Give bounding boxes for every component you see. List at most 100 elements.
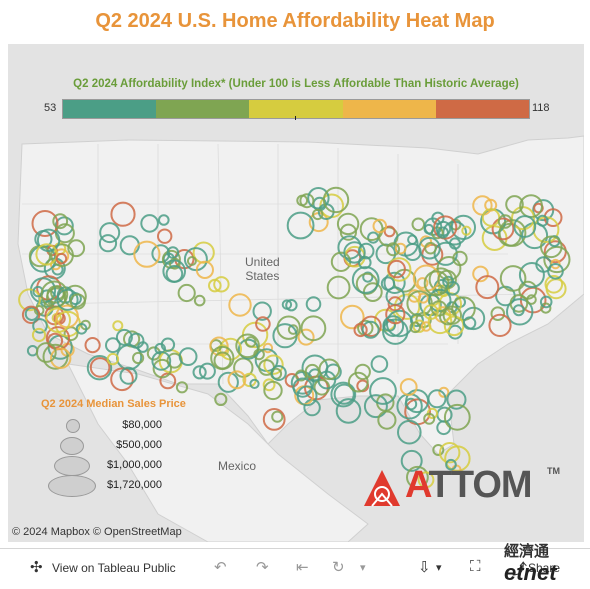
market-marker[interactable] (160, 337, 176, 352)
market-marker[interactable] (540, 235, 563, 259)
market-marker[interactable] (193, 294, 206, 307)
market-marker[interactable] (137, 341, 149, 353)
market-marker[interactable] (354, 363, 371, 381)
market-marker[interactable] (509, 294, 529, 313)
market-marker[interactable] (307, 187, 330, 210)
market-marker[interactable] (416, 277, 429, 289)
market-marker[interactable] (372, 218, 388, 234)
market-marker[interactable] (452, 250, 468, 267)
market-marker[interactable] (168, 257, 181, 270)
market-marker[interactable] (195, 260, 214, 279)
market-marker[interactable] (439, 307, 457, 326)
market-marker[interactable] (262, 408, 286, 431)
market-marker[interactable] (445, 458, 457, 471)
market-marker[interactable] (357, 242, 375, 260)
market-marker[interactable] (343, 241, 366, 264)
market-marker[interactable] (112, 320, 124, 332)
market-marker[interactable] (35, 342, 57, 363)
market-marker[interactable] (461, 306, 486, 331)
market-marker[interactable] (400, 449, 423, 472)
market-marker[interactable] (69, 293, 86, 310)
market-marker[interactable] (255, 316, 271, 332)
market-marker[interactable] (89, 357, 111, 378)
market-marker[interactable] (300, 315, 327, 342)
market-marker[interactable] (550, 258, 561, 270)
market-marker[interactable] (361, 320, 380, 339)
market-marker[interactable] (423, 304, 439, 320)
market-marker[interactable] (451, 296, 476, 322)
market-marker[interactable] (276, 315, 301, 340)
market-marker[interactable] (290, 371, 315, 395)
market-marker[interactable] (31, 210, 59, 237)
market-marker[interactable] (317, 370, 337, 390)
market-marker[interactable] (56, 288, 79, 311)
market-marker[interactable] (462, 316, 477, 330)
market-marker[interactable] (436, 226, 449, 239)
market-marker[interactable] (355, 272, 378, 295)
market-marker[interactable] (443, 403, 471, 431)
market-marker[interactable] (387, 296, 403, 312)
market-marker[interactable] (152, 358, 173, 379)
market-marker[interactable] (214, 392, 228, 406)
market-marker[interactable] (305, 296, 322, 312)
market-marker[interactable] (445, 281, 460, 296)
market-marker[interactable] (499, 265, 527, 292)
market-marker[interactable] (488, 313, 512, 337)
market-marker[interactable] (362, 271, 374, 283)
market-marker[interactable] (115, 328, 133, 346)
market-marker[interactable] (543, 245, 571, 274)
market-marker[interactable] (18, 288, 41, 312)
market-marker[interactable] (397, 419, 422, 445)
market-marker[interactable] (505, 195, 524, 214)
market-marker[interactable] (491, 217, 515, 241)
market-marker[interactable] (435, 220, 452, 237)
market-marker[interactable] (52, 213, 69, 230)
market-marker[interactable] (216, 344, 230, 357)
market-marker[interactable] (423, 412, 436, 425)
market-marker[interactable] (270, 365, 287, 381)
market-marker[interactable] (339, 223, 357, 241)
market-marker[interactable] (140, 214, 159, 233)
market-marker[interactable] (296, 194, 309, 207)
market-marker[interactable] (526, 294, 537, 305)
market-marker[interactable] (75, 323, 88, 335)
market-marker[interactable] (178, 347, 198, 367)
redo-icon[interactable]: ↷ (256, 559, 269, 576)
market-marker[interactable] (263, 354, 284, 375)
market-marker[interactable] (186, 256, 197, 266)
market-marker[interactable] (417, 292, 429, 304)
market-marker[interactable] (347, 371, 369, 393)
market-marker[interactable] (393, 293, 421, 320)
market-marker[interactable] (110, 201, 136, 227)
share-icon[interactable]: ⤴ (512, 561, 528, 578)
market-marker[interactable] (249, 378, 260, 389)
market-marker[interactable] (506, 298, 534, 326)
market-marker[interactable] (383, 271, 406, 294)
market-marker[interactable] (387, 259, 406, 279)
market-marker[interactable] (461, 225, 472, 236)
market-marker[interactable] (431, 211, 445, 225)
download-icon[interactable]: ⇩ (418, 559, 431, 576)
market-marker[interactable] (424, 241, 437, 255)
market-marker[interactable] (227, 370, 247, 390)
market-marker[interactable] (411, 217, 426, 232)
market-marker[interactable] (286, 211, 315, 240)
share-button[interactable]: Share (528, 561, 561, 575)
chevron-down-icon[interactable]: ▾ (360, 562, 366, 574)
market-marker[interactable] (427, 389, 447, 409)
market-marker[interactable] (433, 215, 458, 240)
market-marker[interactable] (162, 259, 186, 283)
market-marker[interactable] (406, 290, 433, 317)
market-marker[interactable] (151, 351, 172, 371)
market-marker[interactable] (166, 246, 180, 259)
refresh-icon[interactable]: ↻ (332, 559, 345, 576)
market-marker[interactable] (359, 217, 384, 242)
market-marker[interactable] (271, 410, 284, 423)
market-marker[interactable] (333, 383, 355, 405)
market-marker[interactable] (335, 398, 362, 424)
market-marker[interactable] (394, 242, 407, 255)
market-marker[interactable] (518, 262, 545, 288)
market-marker[interactable] (42, 343, 69, 370)
market-marker[interactable] (297, 328, 315, 346)
market-marker[interactable] (217, 371, 239, 393)
